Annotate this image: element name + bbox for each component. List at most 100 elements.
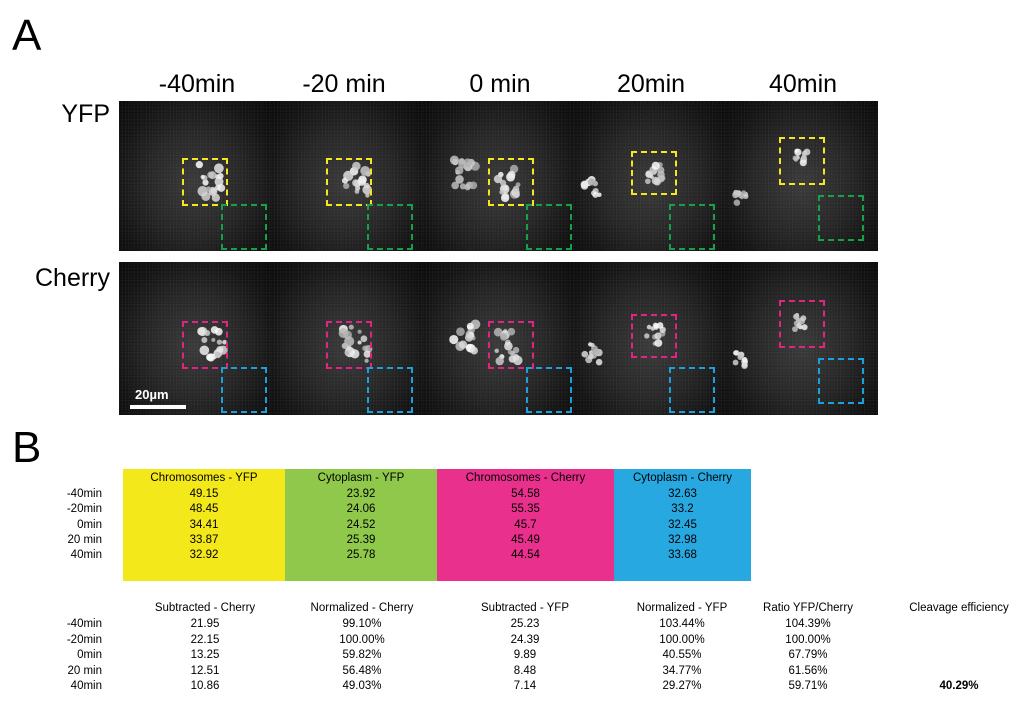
table1-cell: 24.52 bbox=[346, 518, 376, 531]
table2-cell: 40.55% bbox=[662, 649, 702, 662]
table1-column-fill bbox=[285, 469, 437, 581]
table2-cell: 100.00% bbox=[659, 633, 705, 646]
table2-cell: 7.14 bbox=[513, 680, 537, 693]
table2-header: Ratio YFP/Cherry bbox=[763, 602, 853, 614]
table2-header: Normalized - Cherry bbox=[310, 602, 414, 614]
table2-cell: 9.89 bbox=[513, 649, 537, 662]
table1-row-label: 40min bbox=[70, 549, 102, 562]
table1-cell: 45.49 bbox=[511, 533, 540, 546]
yfp-frame bbox=[422, 101, 575, 251]
table2-header: Subtracted - Cherry bbox=[154, 602, 256, 614]
yfp-frame bbox=[574, 101, 727, 251]
table2-cell: 56.48% bbox=[342, 664, 382, 677]
table2-cell: 12.51 bbox=[190, 664, 220, 677]
table2-cell: 99.10% bbox=[342, 618, 382, 630]
yfp-chromosome-roi bbox=[631, 151, 678, 195]
table1-cell: 33.87 bbox=[189, 533, 219, 546]
yfp-cytoplasm-roi bbox=[221, 204, 267, 250]
yfp-frame bbox=[270, 101, 423, 251]
table2-cell: 67.79% bbox=[788, 649, 828, 662]
table2-cell: 103.44% bbox=[659, 618, 705, 630]
yfp-cytoplasm-roi bbox=[818, 195, 865, 241]
table1-cell: 48.45 bbox=[189, 503, 219, 516]
table2-cell: 100.00% bbox=[785, 633, 831, 646]
table1-header: Chromosomes - Cherry bbox=[465, 472, 586, 484]
yfp-chromosome-roi bbox=[182, 158, 228, 206]
table1-cell: 49.15 bbox=[189, 488, 219, 500]
cleavage-efficiency-value: 40.29% bbox=[939, 680, 979, 693]
table2-cell: 34.77% bbox=[662, 664, 702, 677]
channel-label-cherry: Cherry bbox=[34, 264, 110, 292]
table1-row-label: -20min bbox=[66, 503, 102, 516]
timepoint-label: -20 min bbox=[302, 70, 386, 98]
scale-bar-label: 20µm bbox=[135, 387, 169, 402]
yfp-chromosome-roi bbox=[487, 158, 534, 206]
table1-cell: 23.92 bbox=[346, 488, 376, 500]
table2-row-label: 20 min bbox=[67, 664, 102, 677]
table2-cell: 49.03% bbox=[342, 680, 382, 693]
cherry-chromosome-roi bbox=[779, 300, 826, 348]
table1-cell: 34.41 bbox=[189, 518, 219, 531]
cherry-cytoplasm-roi bbox=[818, 358, 865, 404]
table1-cell: 45.7 bbox=[514, 518, 537, 531]
table1-cell: 44.54 bbox=[511, 549, 540, 562]
table1-cell: 32.45 bbox=[668, 518, 697, 531]
table2-header: Normalized - YFP bbox=[636, 602, 728, 614]
table2-row-label: 40min bbox=[70, 680, 102, 693]
cherry-chromosome-roi bbox=[631, 314, 678, 358]
table1-cell: 55.35 bbox=[511, 503, 540, 516]
cherry-frame bbox=[422, 262, 575, 415]
cherry-image-strip: 20µm bbox=[119, 262, 878, 415]
yfp-frame bbox=[119, 101, 271, 251]
table1-cell: 33.2 bbox=[671, 503, 694, 516]
table2-row-label: -40min bbox=[66, 618, 102, 630]
table2-cell: 10.86 bbox=[190, 680, 220, 693]
table2-cell: 8.48 bbox=[513, 664, 537, 677]
cherry-frame bbox=[270, 262, 423, 415]
cherry-cytoplasm-roi bbox=[221, 367, 267, 413]
table2-header: Cleavage efficiency bbox=[909, 602, 1009, 614]
table1-header: Cytoplasm - Cherry bbox=[632, 472, 733, 484]
table2-cell: 61.56% bbox=[788, 664, 828, 677]
cherry-frame bbox=[726, 262, 878, 415]
yfp-image-strip bbox=[119, 101, 878, 251]
yfp-chromosome-roi bbox=[779, 137, 826, 185]
table1-header: Cytoplasm - YFP bbox=[317, 472, 405, 484]
timepoint-label: -40min bbox=[158, 70, 236, 98]
table2-cell: 59.82% bbox=[342, 649, 382, 662]
table1-row-label: 20 min bbox=[67, 533, 102, 546]
table2-cell: 24.39 bbox=[510, 633, 540, 646]
table1-cell: 24.06 bbox=[346, 503, 376, 516]
table2-header: Subtracted - YFP bbox=[481, 602, 569, 614]
table2-cell: 25.23 bbox=[510, 618, 540, 630]
cherry-chromosome-roi bbox=[182, 321, 228, 369]
table2-cell: 104.39% bbox=[785, 618, 831, 630]
table1-cell: 32.98 bbox=[668, 533, 697, 546]
table1-row-label: -40min bbox=[66, 488, 102, 500]
timepoint-label: 20min bbox=[616, 70, 686, 98]
table2-cell: 29.27% bbox=[662, 680, 702, 693]
table2-cell: 59.71% bbox=[788, 680, 828, 693]
cherry-frame bbox=[574, 262, 727, 415]
yfp-cytoplasm-roi bbox=[366, 204, 413, 250]
timepoint-label: 40min bbox=[768, 70, 838, 98]
yfp-chromosome-roi bbox=[325, 158, 372, 206]
table1-column-fill bbox=[123, 469, 285, 581]
table2-row-label: -20min bbox=[66, 633, 102, 646]
table2-cell: 22.15 bbox=[190, 633, 220, 646]
table2-row-label: 0min bbox=[77, 649, 102, 662]
yfp-frame bbox=[726, 101, 878, 251]
cherry-frame bbox=[119, 262, 271, 415]
table1-cell: 33.68 bbox=[668, 549, 697, 562]
table1-row-label: 0min bbox=[77, 518, 102, 531]
table1-cell: 25.39 bbox=[346, 533, 376, 546]
cherry-chromosome-roi bbox=[487, 321, 534, 369]
cherry-cytoplasm-roi bbox=[669, 367, 716, 413]
table1-column-fill bbox=[437, 469, 614, 581]
table1-column-fill bbox=[614, 469, 751, 581]
cherry-chromosome-roi bbox=[325, 321, 372, 369]
table1-cell: 54.58 bbox=[511, 488, 540, 500]
timepoint-label: 0 min bbox=[469, 70, 531, 98]
yfp-cytoplasm-roi bbox=[669, 204, 716, 250]
table1-cell: 25.78 bbox=[346, 549, 376, 562]
